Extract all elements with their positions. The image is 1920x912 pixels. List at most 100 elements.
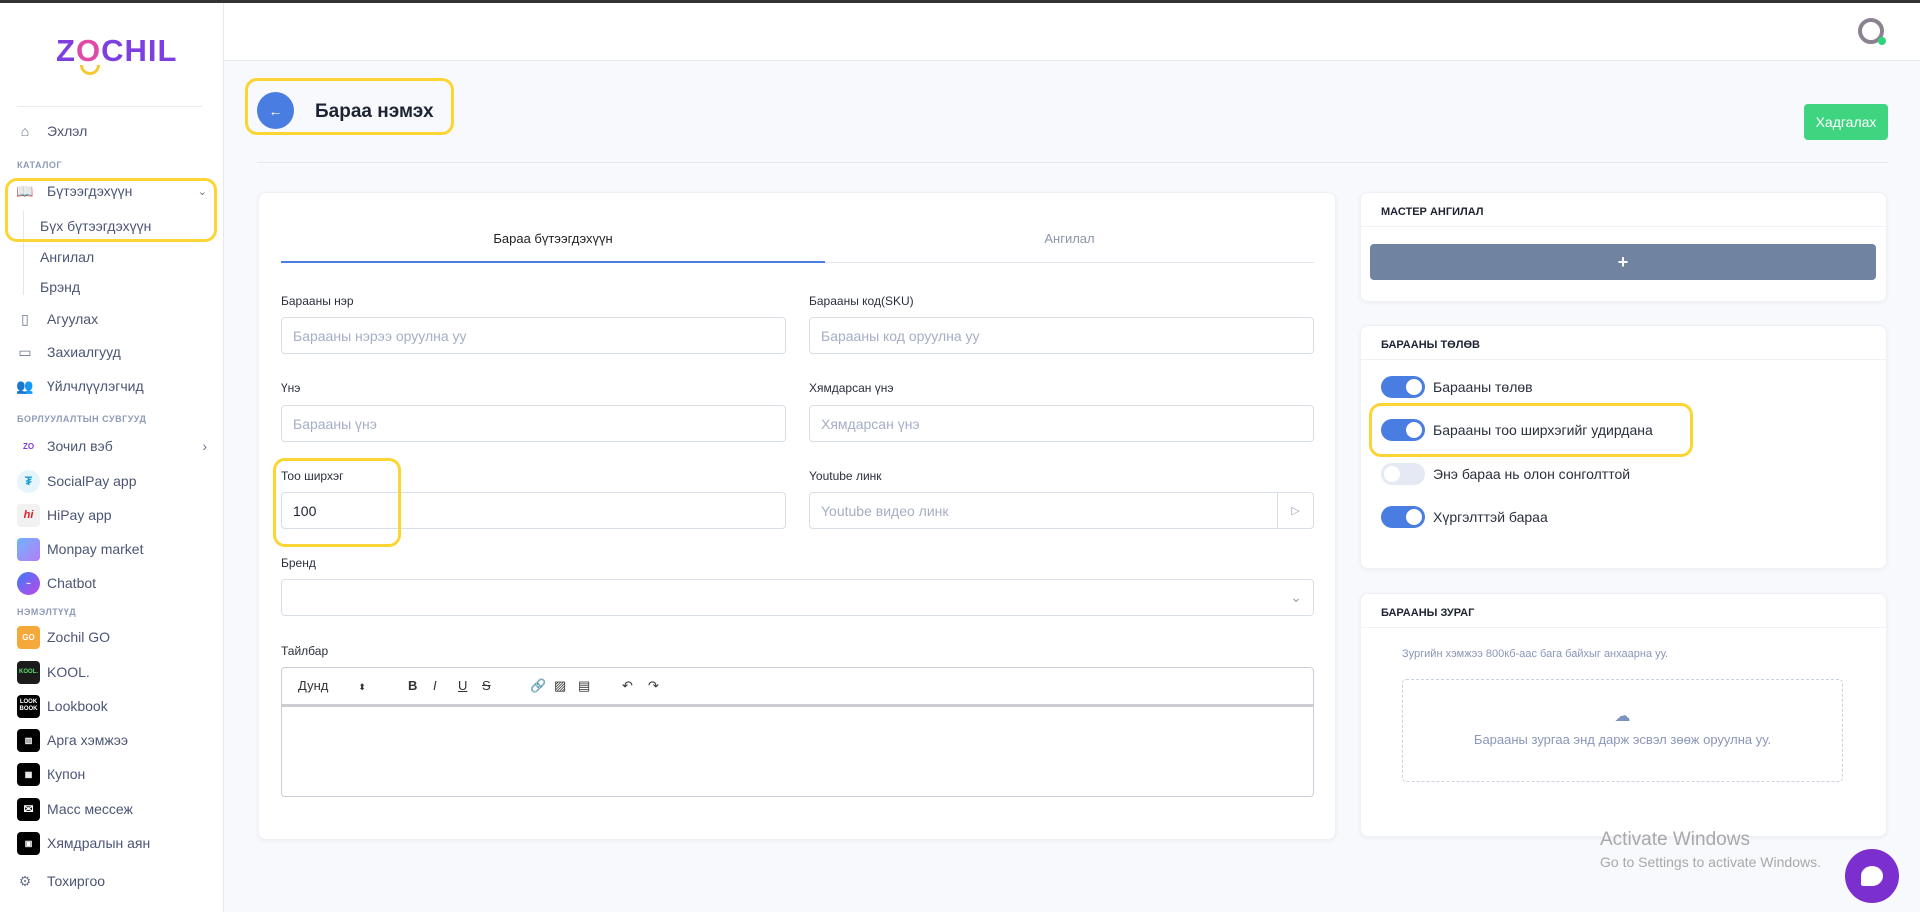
- redo-icon[interactable]: ↷: [648, 678, 659, 693]
- sidebar-subitem-categories[interactable]: Ангилал: [40, 249, 95, 265]
- label: Бүтээгдэхүүн: [47, 183, 133, 199]
- undo-icon[interactable]: ↶: [622, 678, 633, 693]
- youtube-placeholder: Youtube видео линк: [821, 502, 949, 519]
- sidebar-item-hipay[interactable]: hi HiPay app: [17, 503, 112, 527]
- label: Хямдралын аян: [47, 835, 151, 851]
- header-divider: [257, 162, 1888, 163]
- label: Lookbook: [47, 698, 108, 714]
- label: HiPay app: [47, 507, 112, 523]
- label: Тохиргоо: [47, 873, 106, 889]
- sidebar-item-mass-message[interactable]: ✉ Масс мессеж: [17, 797, 133, 821]
- chat-bubble-icon: [1861, 866, 1883, 886]
- section-catalog: КАТАЛОГ: [17, 160, 63, 170]
- italic-icon[interactable]: I: [433, 678, 437, 693]
- mail-icon: ✉: [17, 797, 40, 821]
- sidebar-item-lookbook[interactable]: LOOK BOOK Lookbook: [17, 694, 108, 718]
- sidebar-item-orders[interactable]: ▭ Захиалгууд: [17, 341, 121, 363]
- sidebar-item-monpay[interactable]: Monpay market: [17, 537, 144, 561]
- brand-select[interactable]: ⌄: [281, 579, 1314, 616]
- youtube-input[interactable]: Youtube видео линк: [809, 492, 1314, 529]
- toggle-product-status[interactable]: [1381, 376, 1425, 398]
- strikethrough-icon[interactable]: S: [482, 678, 491, 693]
- users-icon: 👥: [16, 377, 34, 394]
- video-icon[interactable]: ▤: [578, 678, 591, 693]
- link-icon[interactable]: 🔗: [530, 678, 547, 693]
- cloud-upload-icon: ☁: [1614, 708, 1631, 725]
- label: Monpay market: [47, 541, 144, 557]
- product-image-card: БАРААНЫ ЗУРАГ Зургийн хэмжээ 800кб-аас б…: [1360, 593, 1887, 837]
- master-category-card: МАСТЕР АНГИЛАЛ +: [1360, 192, 1887, 302]
- highlight-products: [5, 178, 217, 242]
- description-editor[interactable]: [281, 705, 1314, 797]
- back-button[interactable]: ←: [257, 92, 294, 129]
- toggle-label: Хүргэлттэй бараа: [1433, 509, 1548, 525]
- toggle-delivery[interactable]: [1381, 506, 1425, 528]
- sidebar-item-chatbot[interactable]: ~ Chatbot: [17, 571, 97, 595]
- underline-icon[interactable]: U: [458, 678, 468, 693]
- product-status-card: БАРААНЫ ТӨЛӨВ Барааны төлөв Барааны тоо …: [1360, 325, 1887, 569]
- sidebar-item-home[interactable]: ⌂ Эхлэл: [17, 120, 87, 142]
- image-icon[interactable]: ▨: [554, 678, 567, 693]
- master-category-title: МАСТЕР АНГИЛАЛ: [1361, 193, 1886, 227]
- sale-price-input[interactable]: Хямдарсан үнэ: [809, 405, 1314, 442]
- chevron-down-icon: ⌄: [1290, 589, 1302, 605]
- label: Үйлчлүүлэгчид: [47, 378, 144, 394]
- sidebar-subitem-brands[interactable]: Брэнд: [40, 279, 81, 295]
- label: Zochil GO: [47, 629, 111, 645]
- sku-input[interactable]: Барааны код оруулна уу: [809, 317, 1314, 354]
- label: Арга хэмжээ: [47, 732, 129, 748]
- image-dropzone[interactable]: ☁ Барааны зургаа энд дарж эсвэл зөөж ору…: [1402, 679, 1843, 782]
- product-form-card: Бараа бүтээгдэхүүн Ангилал Барааны нэр Б…: [258, 192, 1336, 840]
- name-input[interactable]: Барааны нэрээ оруулна уу: [281, 317, 786, 354]
- tab-category[interactable]: Ангилал: [825, 231, 1314, 263]
- video-icon[interactable]: ▷: [1277, 493, 1313, 528]
- online-status-dot: [1878, 37, 1886, 45]
- section-channels: БОРЛУУЛАЛТЫН СУВГУУД: [17, 414, 147, 424]
- chat-button[interactable]: [1845, 849, 1899, 903]
- description-label: Тайлбар: [281, 644, 329, 658]
- sidebar-item-products[interactable]: 📖 Бүтээгдэхүүн ⌄: [16, 180, 207, 202]
- brand-label: Бренд: [281, 556, 316, 570]
- sidebar-item-sale-campaign[interactable]: ▣ Хямдралын аян: [17, 831, 151, 855]
- highlight-manage-quantity: [1369, 403, 1693, 457]
- quantity-input[interactable]: 100: [281, 492, 786, 529]
- save-button[interactable]: Хадгалах: [1804, 104, 1888, 140]
- highlight-quantity: [273, 458, 401, 547]
- logo-smile: [80, 65, 100, 75]
- book-icon: 📖: [16, 182, 34, 199]
- sidebar-item-zochil-go[interactable]: GO Zochil GO: [17, 625, 111, 649]
- sidebar-item-kool[interactable]: KOOL. KOOL.: [17, 660, 90, 684]
- name-label: Барааны нэр: [281, 294, 354, 308]
- coupon-icon: ▦: [17, 762, 40, 786]
- sidebar-item-customers[interactable]: 👥 Үйлчлүүлэгчид: [16, 375, 144, 397]
- tab-product[interactable]: Бараа бүтээгдэхүүн: [281, 231, 825, 263]
- price-input[interactable]: Барааны үнэ: [281, 405, 786, 442]
- toggle-manage-quantity[interactable]: [1381, 419, 1425, 441]
- label: Купон: [47, 766, 86, 782]
- page-title: Бараа нэмэх: [315, 101, 434, 122]
- sidebar-item-socialpay[interactable]: ₮ SocialPay app: [17, 469, 137, 493]
- bold-icon[interactable]: B: [408, 678, 418, 693]
- quantity-label: Тоо ширхэг: [281, 469, 344, 483]
- chevron-right-icon: ›: [202, 438, 207, 454]
- zochil-logo[interactable]: ZOCHIL: [56, 33, 178, 68]
- sidebar-subitem-all-products[interactable]: Бүх бүтээгдэхүүн: [40, 218, 152, 234]
- font-size-select[interactable]: Дунд ⬍: [298, 678, 366, 693]
- sale-price-label: Хямдарсан үнэ: [809, 381, 894, 395]
- sidebar-item-warehouse[interactable]: ▯ Агуулах: [17, 308, 98, 330]
- label: Chatbot: [47, 575, 97, 591]
- zochil-web-icon: ZO: [22, 441, 35, 451]
- sidebar-item-events[interactable]: ▥ Арга хэмжээ: [17, 728, 129, 752]
- hipay-icon: hi: [17, 503, 40, 527]
- gear-icon: ⚙: [18, 872, 32, 889]
- sidebar-item-zochil-web[interactable]: ZO Зочил вэб ›: [17, 435, 207, 457]
- tab-label: Бараа бүтээгдэхүүн: [493, 231, 613, 246]
- toggle-multiple-options[interactable]: [1381, 463, 1425, 485]
- product-status-title: БАРААНЫ ТӨЛӨВ: [1361, 326, 1886, 360]
- sidebar-item-coupon[interactable]: ▦ Купон: [17, 762, 86, 786]
- label: Захиалгууд: [47, 344, 121, 360]
- add-master-category-button[interactable]: +: [1370, 244, 1876, 280]
- sidebar-item-settings[interactable]: ⚙ Тохиргоо: [17, 870, 105, 892]
- card-icon: ▭: [18, 343, 32, 360]
- kool-icon: KOOL.: [17, 660, 40, 684]
